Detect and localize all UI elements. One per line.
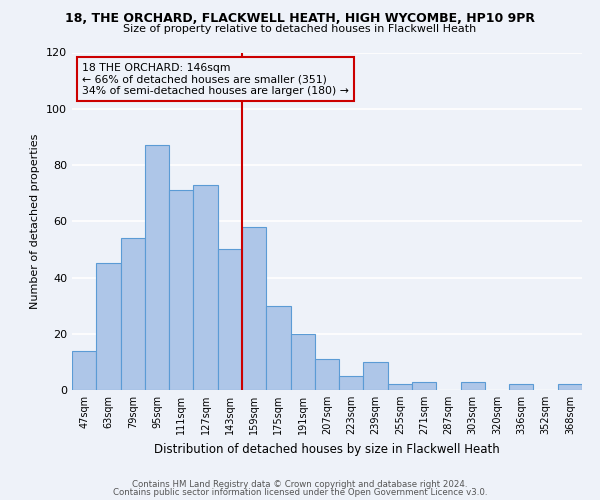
Bar [461,382,485,390]
Bar [218,250,242,390]
Bar [145,146,169,390]
Bar [339,376,364,390]
X-axis label: Distribution of detached houses by size in Flackwell Heath: Distribution of detached houses by size … [154,442,500,456]
Text: Contains HM Land Registry data © Crown copyright and database right 2024.: Contains HM Land Registry data © Crown c… [132,480,468,489]
Bar [388,384,412,390]
Bar [315,359,339,390]
Bar [412,382,436,390]
Bar [242,227,266,390]
Bar [290,334,315,390]
Y-axis label: Number of detached properties: Number of detached properties [31,134,40,309]
Bar [509,384,533,390]
Bar [96,264,121,390]
Bar [266,306,290,390]
Text: Size of property relative to detached houses in Flackwell Heath: Size of property relative to detached ho… [124,24,476,34]
Bar [121,238,145,390]
Bar [193,184,218,390]
Text: 18 THE ORCHARD: 146sqm
← 66% of detached houses are smaller (351)
34% of semi-de: 18 THE ORCHARD: 146sqm ← 66% of detached… [82,62,349,96]
Bar [169,190,193,390]
Bar [72,350,96,390]
Text: Contains public sector information licensed under the Open Government Licence v3: Contains public sector information licen… [113,488,487,497]
Bar [364,362,388,390]
Bar [558,384,582,390]
Text: 18, THE ORCHARD, FLACKWELL HEATH, HIGH WYCOMBE, HP10 9PR: 18, THE ORCHARD, FLACKWELL HEATH, HIGH W… [65,12,535,26]
